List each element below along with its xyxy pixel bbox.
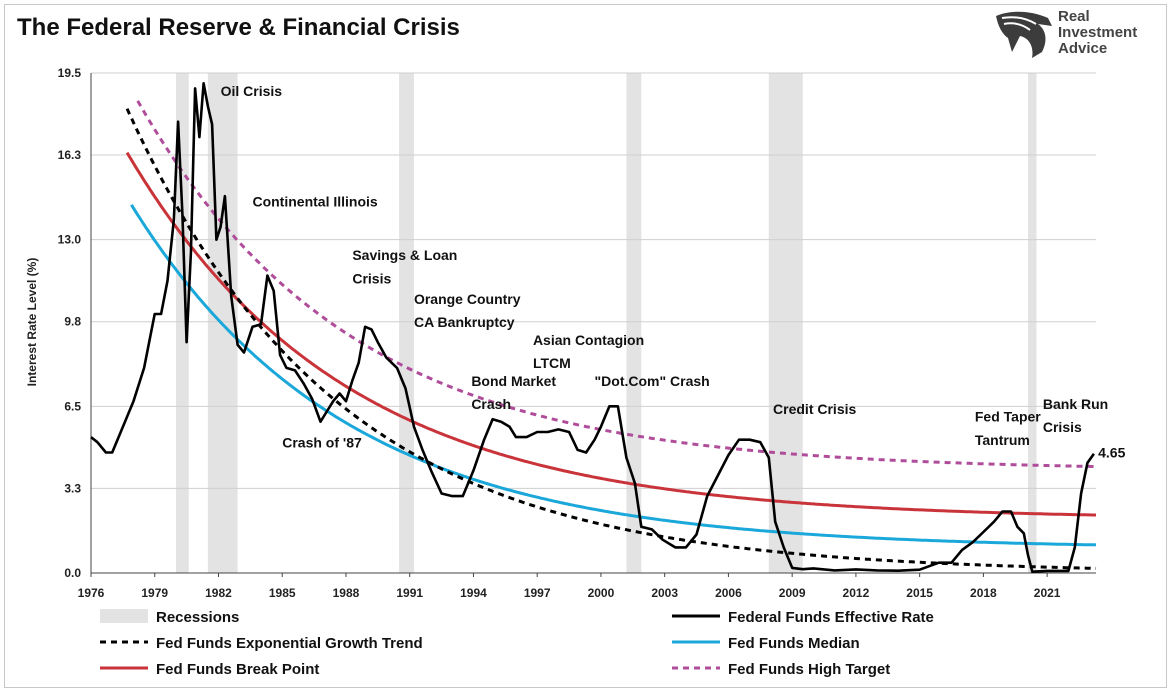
y-tick-label: 9.8 xyxy=(64,315,81,329)
x-tick-label: 2006 xyxy=(715,586,742,600)
recession-bands xyxy=(175,73,1037,573)
x-tick-label: 1985 xyxy=(269,586,296,600)
annotation-label: "Dot.Com" Crash xyxy=(595,373,710,389)
x-tick-label: 1997 xyxy=(524,586,551,600)
annotation-label: Asian Contagion xyxy=(533,332,644,348)
annotation-label: Fed Taper xyxy=(975,409,1041,425)
x-tick-label: 2018 xyxy=(970,586,997,600)
series-line xyxy=(136,100,1097,469)
recession-band xyxy=(399,73,414,573)
recession-band xyxy=(768,73,803,573)
annotation-label: 4.65 xyxy=(1098,445,1125,461)
logo-text: Real Investment Advice xyxy=(1058,9,1137,57)
y-tick-label: 13.0 xyxy=(58,233,82,247)
x-tick-label: 1994 xyxy=(460,586,487,600)
series-line xyxy=(125,151,1096,517)
logo-line-3: Advice xyxy=(1058,40,1108,57)
x-tick-label: 2009 xyxy=(779,586,806,600)
series-lines xyxy=(90,82,1097,573)
y-axis-label: Interest Rate Level (%) xyxy=(25,258,39,387)
logo-line-2: Investment xyxy=(1058,24,1138,41)
annotation-label: Oil Crisis xyxy=(221,83,283,99)
annotations: Oil Crisis Continental Illinois Savings & … xyxy=(221,83,1126,461)
annotation-label: Bond Market xyxy=(471,373,556,389)
x-tick-label: 2021 xyxy=(1034,586,1061,600)
x-tick-label: 1991 xyxy=(396,586,423,600)
annotation-label: Continental Illinois xyxy=(252,193,377,209)
y-tick-label: 0.0 xyxy=(64,566,81,580)
annotation-label: Crash xyxy=(471,396,511,412)
annotation-label: LTCM xyxy=(533,355,571,371)
legend-label: Federal Funds Effective Rate xyxy=(728,609,934,626)
x-tick-label: 1979 xyxy=(141,586,168,600)
series-line xyxy=(90,82,1095,573)
recession-band xyxy=(1028,73,1037,573)
x-tick-label: 2015 xyxy=(906,586,933,600)
annotation-label: Crash of '87 xyxy=(282,434,362,450)
annotation-label: Crisis xyxy=(352,270,391,286)
axes: 0.0 3.3 6.5 9.8 13.0 16.3 19.5 1976 1979 1982 1985… xyxy=(58,66,1096,600)
legend: Recessions Federal Funds Effective Rate Fe… xyxy=(100,609,934,678)
legend-label: Fed Funds Exponential Growth Trend xyxy=(156,635,423,652)
x-tick-label: 1982 xyxy=(205,586,232,600)
x-tick-label: 1988 xyxy=(333,586,360,600)
y-tick-label: 19.5 xyxy=(58,66,82,80)
logo-line-1: Real xyxy=(1058,8,1090,25)
x-tick-label: 1976 xyxy=(78,586,105,600)
annotation-label: Crisis xyxy=(1043,419,1082,435)
legend-label: Recessions xyxy=(156,609,239,626)
grid-lines xyxy=(91,72,1096,574)
x-tick-label: 2000 xyxy=(588,586,615,600)
x-tick-label: 2012 xyxy=(843,586,870,600)
recession-band xyxy=(626,73,642,573)
chart-title: The Federal Reserve & Financial Crisis xyxy=(17,14,460,41)
legend-label: Fed Funds Break Point xyxy=(156,661,319,678)
annotation-label: Savings & Loan xyxy=(352,247,457,263)
y-tick-label: 16.3 xyxy=(58,148,82,162)
y-tick-label: 6.5 xyxy=(64,399,81,413)
annotation-label: Tantrum xyxy=(975,432,1030,448)
y-tick-label: 3.3 xyxy=(64,481,81,495)
x-tick-label: 2003 xyxy=(651,586,678,600)
legend-label: Fed Funds High Target xyxy=(728,661,890,678)
annotation-label: Credit Crisis xyxy=(773,401,856,417)
annotation-label: Orange Country xyxy=(414,291,521,307)
series-line xyxy=(130,204,1097,547)
legend-label: Fed Funds Median xyxy=(728,635,860,652)
logo-icon xyxy=(996,11,1052,59)
legend-swatch xyxy=(100,609,148,623)
annotation-label: CA Bankruptcy xyxy=(414,314,515,330)
annotation-label: Bank Run xyxy=(1043,396,1108,412)
recession-band xyxy=(175,73,189,573)
